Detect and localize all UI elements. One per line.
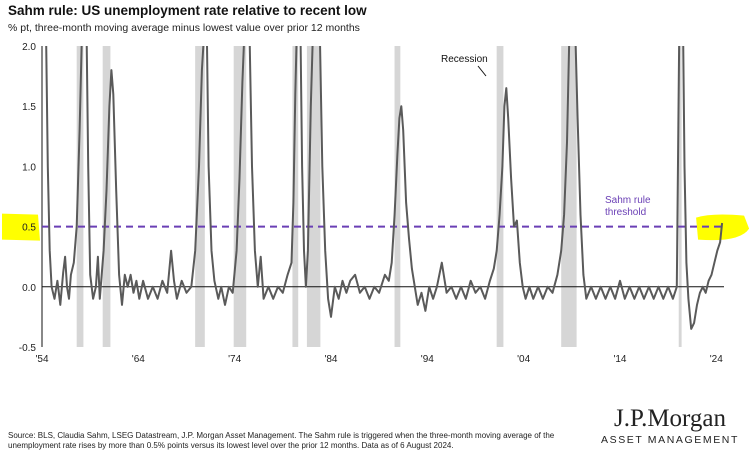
logo-subtitle: ASSET MANAGEMENT (600, 434, 739, 446)
recession-band (76, 46, 84, 347)
threshold-line-group (2, 213, 749, 241)
threshold-label-line2: threshold (605, 207, 646, 218)
y-tick-label: 0.0 (22, 283, 36, 294)
x-tick-label: '84 (324, 354, 337, 365)
tick-labels: 2.0 1.5 1.0 0.5 0.0 -0.5'54 '64 '74 '84 '94 '04 '14… (19, 42, 723, 365)
x-tick-label: '14 (613, 354, 626, 365)
recession-bands (76, 46, 682, 347)
y-tick-label: 1.5 (22, 102, 36, 113)
x-tick-label: '94 (421, 354, 434, 365)
source-footnote: Source: BLS, Claudia Sahm, LSEG Datastre… (8, 431, 555, 450)
recession-band (394, 46, 401, 347)
chart-title: Sahm rule: US unemployment rate relative… (8, 3, 367, 18)
x-tick-label: '54 (35, 354, 48, 365)
recession-band (561, 46, 577, 347)
y-tick-label: 1.0 (22, 162, 36, 173)
logo-name: J.P.Morgan (613, 405, 727, 432)
x-tick-label: '04 (517, 354, 530, 365)
recession-band (195, 46, 205, 347)
x-tick-label: '64 (132, 354, 145, 365)
recession-label: Recession (441, 54, 488, 65)
threshold-label-line1: Sahm rule (605, 195, 651, 206)
y-tick-label: 2.0 (22, 42, 36, 53)
chart-subtitle: % pt, three-month moving average minus l… (8, 22, 360, 34)
sahm-rule-chart: 2.0 1.5 1.0 0.5 0.0 -0.5'54 '64 '74 '84 '94 '04 '14… (2, 42, 749, 365)
series-layer (45, 46, 724, 330)
y-tick-label: -0.5 (19, 343, 37, 354)
recession-pointer (477, 65, 487, 77)
recession-band (678, 46, 682, 347)
threshold-tick-highlight (2, 213, 40, 241)
sahm-series-line (45, 46, 724, 330)
x-tick-label: '24 (710, 354, 723, 365)
y-tick-label: 0.5 (22, 223, 36, 234)
x-tick-label: '74 (228, 354, 241, 365)
recession-band (233, 46, 247, 347)
recession-band (292, 46, 299, 347)
jpmorgan-logo: J.P.Morgan ASSET MANAGEMENT (598, 405, 742, 446)
